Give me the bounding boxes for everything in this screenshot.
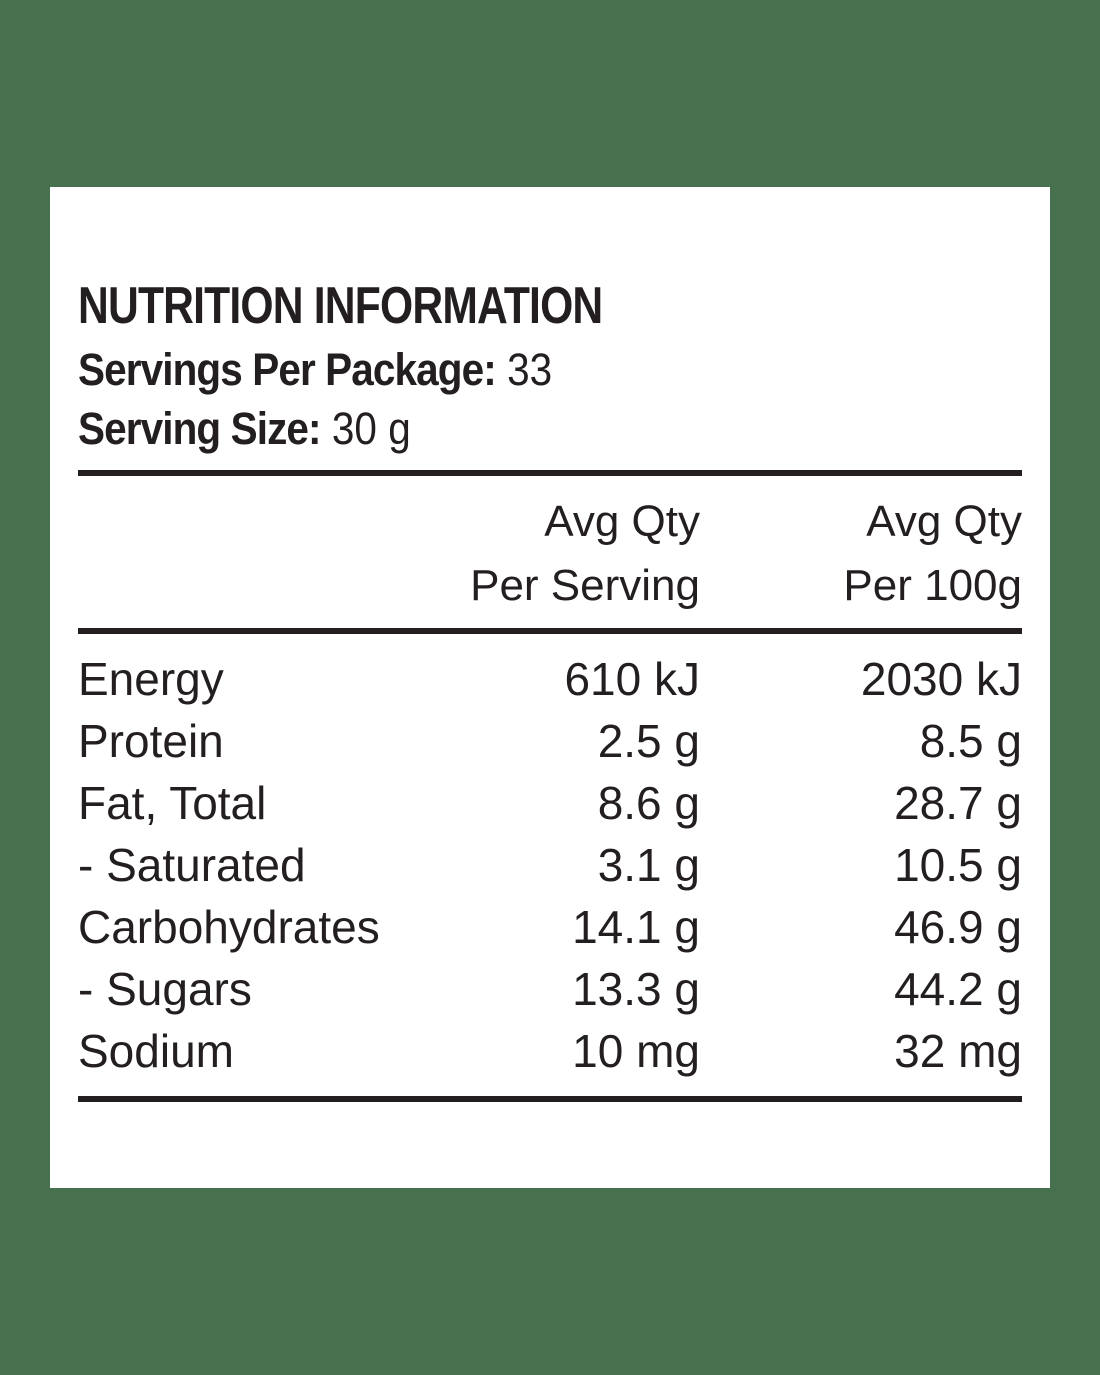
per-serving-value: 10 mg	[572, 1025, 700, 1077]
serving-size-label: Serving Size:	[78, 403, 322, 454]
nutrient-row-fat-total: Fat, Total 8.6 g 28.7 g	[78, 772, 1022, 834]
nutrient-name: Carbohydrates	[78, 901, 380, 953]
nutrient-row-sugars: - Sugars 13.3 g 44.2 g	[78, 958, 1022, 1020]
per-100g-value: 46.9 g	[894, 901, 1022, 953]
serving-size-value: 30 g	[331, 403, 411, 454]
nutrient-name: Energy	[78, 653, 224, 705]
per-serving-header-line1: Avg Qty	[544, 497, 700, 546]
per-100g-header-line1: Avg Qty	[866, 497, 1022, 546]
per-100g-value: 8.5 g	[919, 715, 1022, 767]
nutrient-name: Sodium	[78, 1025, 234, 1077]
nutrient-name: Protein	[78, 715, 224, 767]
per-100g-value: 2030 kJ	[860, 653, 1022, 705]
divider-top	[78, 470, 1022, 476]
servings-per-package-line: Servings Per Package: 33	[78, 340, 928, 399]
per-serving-value: 610 kJ	[564, 653, 700, 705]
per-serving-value: 2.5 g	[597, 715, 700, 767]
nutrient-row-sodium: Sodium 10 mg 32 mg	[78, 1020, 1022, 1082]
column-header-per-100g: Avg Qty Per 100g	[700, 490, 1022, 618]
nutrient-name: - Saturated	[78, 839, 306, 891]
nutrient-row-protein: Protein 2.5 g 8.5 g	[78, 710, 1022, 772]
nutrient-row-carbohydrates: Carbohydrates 14.1 g 46.9 g	[78, 896, 1022, 958]
nutrient-name: Fat, Total	[78, 777, 267, 829]
per-serving-value: 14.1 g	[572, 901, 700, 953]
per-serving-value: 3.1 g	[597, 839, 700, 891]
per-serving-value: 8.6 g	[597, 777, 700, 829]
per-100g-value: 32 mg	[894, 1025, 1022, 1077]
servings-per-package-value: 33	[507, 344, 553, 395]
divider-bottom	[78, 1096, 1022, 1102]
nutrition-panel: NUTRITION INFORMATION Servings Per Packa…	[50, 187, 1050, 1188]
per-serving-header-line2: Per Serving	[470, 561, 700, 610]
column-header-row: Avg Qty Per Serving Avg Qty Per 100g	[78, 490, 1022, 618]
nutrient-row-saturated: - Saturated 3.1 g 10.5 g	[78, 834, 1022, 896]
divider-header	[78, 628, 1022, 634]
column-header-per-serving: Avg Qty Per Serving	[450, 490, 700, 618]
per-100g-header-line2: Per 100g	[843, 561, 1022, 610]
serving-size-line: Serving Size: 30 g	[78, 399, 928, 458]
per-100g-value: 28.7 g	[894, 777, 1022, 829]
nutrient-table-body: Energy 610 kJ 2030 kJ Protein 2.5 g 8.5 …	[78, 648, 1022, 1082]
nutrition-title: NUTRITION INFORMATION	[78, 277, 603, 335]
per-100g-value: 44.2 g	[894, 963, 1022, 1015]
nutrient-row-energy: Energy 610 kJ 2030 kJ	[78, 648, 1022, 710]
nutrient-name: - Sugars	[78, 963, 252, 1015]
per-serving-value: 13.3 g	[572, 963, 700, 1015]
per-100g-value: 10.5 g	[894, 839, 1022, 891]
servings-per-package-label: Servings Per Package:	[78, 344, 497, 395]
